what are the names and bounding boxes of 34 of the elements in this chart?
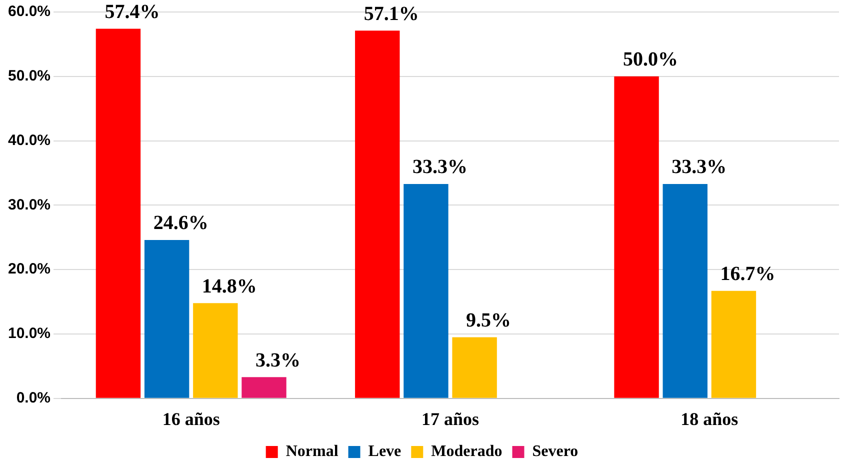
x-tick-label: 18 años [680, 408, 738, 429]
legend-label: Severo [532, 443, 578, 460]
legend-label: Leve [368, 443, 402, 460]
legend-label: Moderado [431, 443, 502, 460]
bar [193, 303, 238, 398]
data-label: 16.7% [720, 263, 776, 286]
data-label: 33.3% [412, 156, 468, 178]
legend-label: Normal [286, 443, 339, 460]
x-tick-label: 16 años [162, 408, 220, 429]
data-label: 33.3% [672, 156, 727, 178]
data-label: 50.0% [623, 48, 678, 71]
bar [96, 28, 141, 398]
bar [452, 337, 497, 398]
bar [614, 76, 659, 398]
y-tick-label: 50.0% [8, 68, 51, 85]
data-label: 24.6% [153, 212, 208, 234]
data-label: 3.3% [255, 349, 300, 372]
data-label: 14.8% [202, 275, 257, 298]
y-tick-label: 20.0% [8, 260, 51, 278]
y-tick-label: 0.0% [16, 390, 51, 407]
y-tick-label: 40.0% [8, 132, 51, 149]
bar [711, 290, 756, 398]
data-label: 57.4% [104, 0, 160, 23]
bar [662, 184, 708, 398]
data-label: 57.1% [364, 2, 419, 25]
y-tick-label: 10.0% [8, 325, 51, 342]
bar [242, 377, 286, 398]
bar [355, 30, 400, 398]
y-tick-label: 60.0% [8, 3, 51, 20]
data-label: 9.5% [466, 309, 512, 332]
x-tick-label: 17 años [422, 408, 480, 429]
bar [144, 240, 190, 398]
y-tick-label: 30.0% [8, 196, 51, 214]
bar [404, 184, 448, 398]
